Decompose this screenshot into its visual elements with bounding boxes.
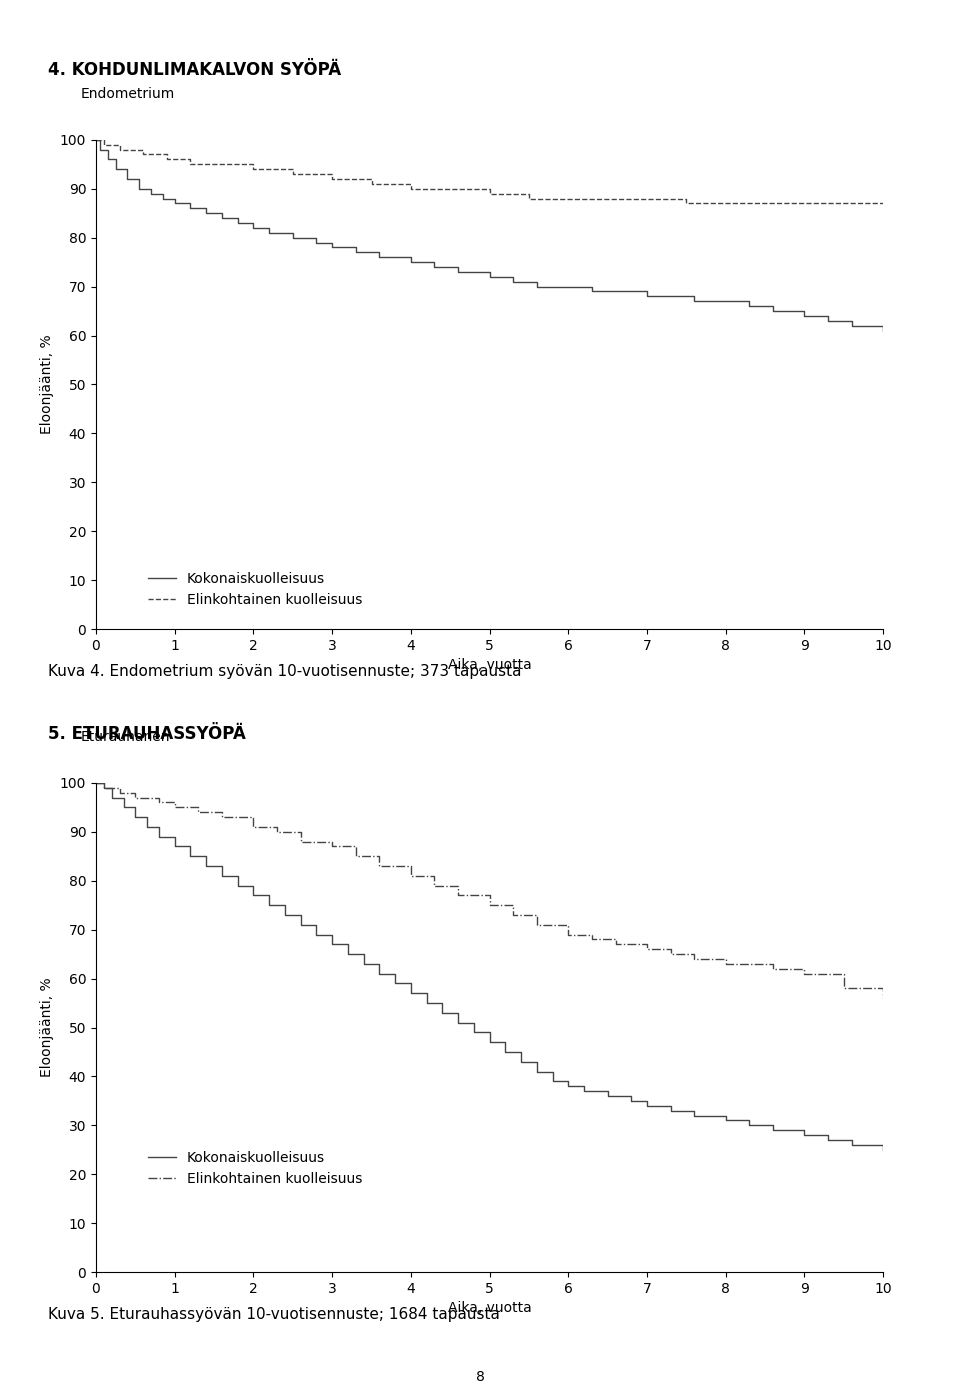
Legend: Kokonaiskuolleisuus, Elinkohtainen kuolleisuus: Kokonaiskuolleisuus, Elinkohtainen kuoll… (142, 566, 368, 612)
Text: 8: 8 (475, 1370, 485, 1384)
Y-axis label: Eloonjäänti, %: Eloonjäänti, % (40, 334, 55, 435)
Text: 4. KOHDUNLIMAKALVON SYÖPÄ: 4. KOHDUNLIMAKALVON SYÖPÄ (48, 62, 341, 78)
Text: Kuva 5. Eturauhassyövän 10-vuotisennuste; 1684 tapausta: Kuva 5. Eturauhassyövän 10-vuotisennuste… (48, 1307, 500, 1323)
Text: Kuva 4. Endometrium syövän 10-vuotisennuste; 373 tapausta: Kuva 4. Endometrium syövän 10-vuotisennu… (48, 664, 521, 679)
Text: Eturauhanen: Eturauhanen (81, 730, 170, 744)
Text: 5. ETURAUHASSYÖPÄ: 5. ETURAUHASSYÖPÄ (48, 726, 246, 742)
X-axis label: Aika, vuotta: Aika, vuotta (447, 1302, 532, 1316)
X-axis label: Aika, vuotta: Aika, vuotta (447, 658, 532, 672)
Legend: Kokonaiskuolleisuus, Elinkohtainen kuolleisuus: Kokonaiskuolleisuus, Elinkohtainen kuoll… (142, 1146, 368, 1192)
Y-axis label: Eloonjäänti, %: Eloonjäänti, % (40, 977, 55, 1078)
Text: Endometrium: Endometrium (81, 87, 175, 101)
